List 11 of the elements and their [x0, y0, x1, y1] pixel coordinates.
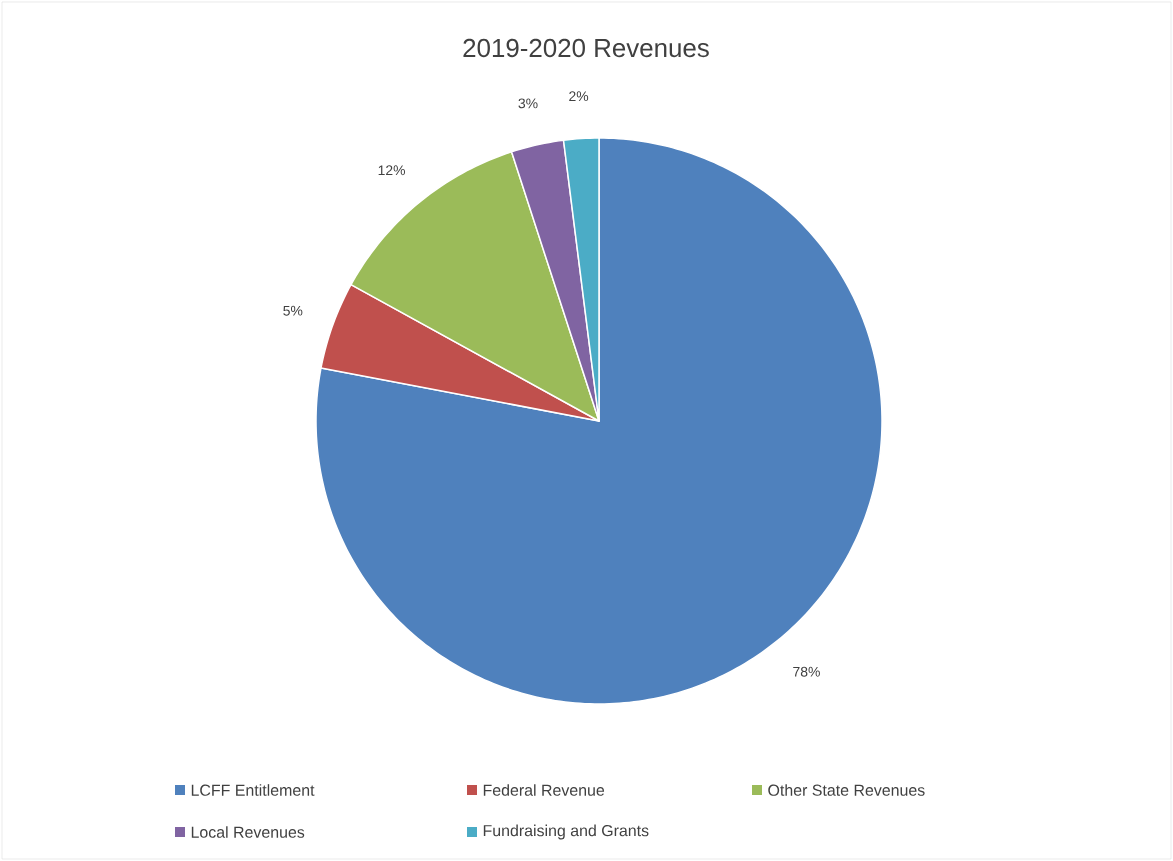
- legend-label: Other State Revenues: [768, 784, 925, 796]
- data-label: 5%: [283, 305, 303, 316]
- data-label: 2%: [569, 91, 589, 102]
- legend-label: Fundraising and Grants: [483, 824, 649, 840]
- legend-label: LCFF Entitlement: [191, 784, 315, 796]
- data-label: 78%: [793, 666, 820, 677]
- legend-label: Local Revenues: [191, 826, 305, 838]
- legend-label: Federal Revenue: [483, 784, 605, 796]
- data-label: 12%: [378, 165, 406, 176]
- chart-title: 2019-2020 Revenues: [463, 38, 709, 58]
- data-label: 3%: [518, 98, 538, 109]
